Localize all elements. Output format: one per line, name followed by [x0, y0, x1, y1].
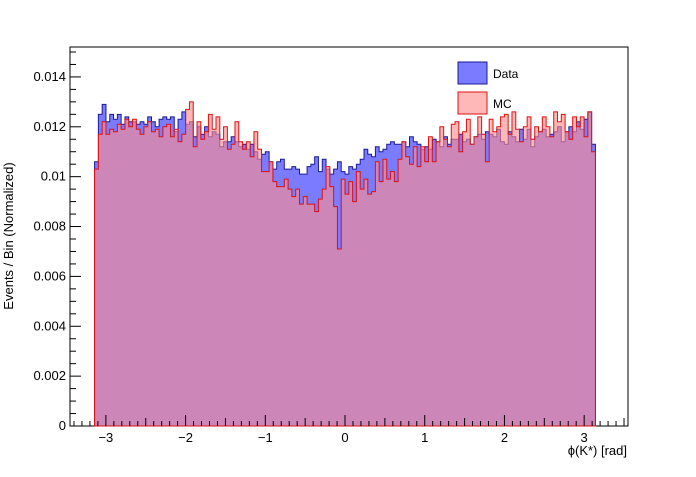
y-tick-label: 0.012: [33, 119, 66, 134]
legend-swatch-mc: [457, 91, 488, 115]
series-outline-mc: [94, 101, 596, 427]
y-tick-label-zero: 0: [59, 418, 66, 433]
y-tick-label: 0.006: [33, 268, 66, 283]
legend: Data MC: [457, 61, 519, 115]
histogram-bars: [94, 101, 596, 427]
y-axis-label: Events / Bin (Normalized): [1, 162, 16, 309]
x-tick-label: −3: [98, 430, 113, 445]
x-tick-label: 0: [341, 430, 348, 445]
legend-swatch-data: [457, 61, 488, 85]
y-tick-label: 0.014: [33, 69, 66, 84]
legend-label-mc: MC: [493, 97, 512, 111]
x-tick-label: 1: [421, 430, 428, 445]
series-fill-mc: [94, 101, 596, 427]
x-tick-label: 2: [501, 430, 508, 445]
x-tick-label: −2: [178, 430, 193, 445]
x-axis-label: ϕ(K*) [rad]: [568, 443, 627, 458]
y-tick-label: 0.004: [33, 318, 66, 333]
y-tick-label: 0.01: [41, 169, 66, 184]
series-mc: [94, 101, 596, 427]
x-tick-label: 3: [581, 430, 588, 445]
axes: −3 −2 −1 0 1 2 3 0.002 0.004 0.006 0.008 0.01 0.012 0…: [33, 51, 625, 445]
legend-label-data: Data: [493, 67, 519, 81]
x-tick-label: −1: [258, 430, 273, 445]
y-tick-label: 0.008: [33, 219, 66, 234]
y-tick-label: 0.002: [33, 368, 66, 383]
